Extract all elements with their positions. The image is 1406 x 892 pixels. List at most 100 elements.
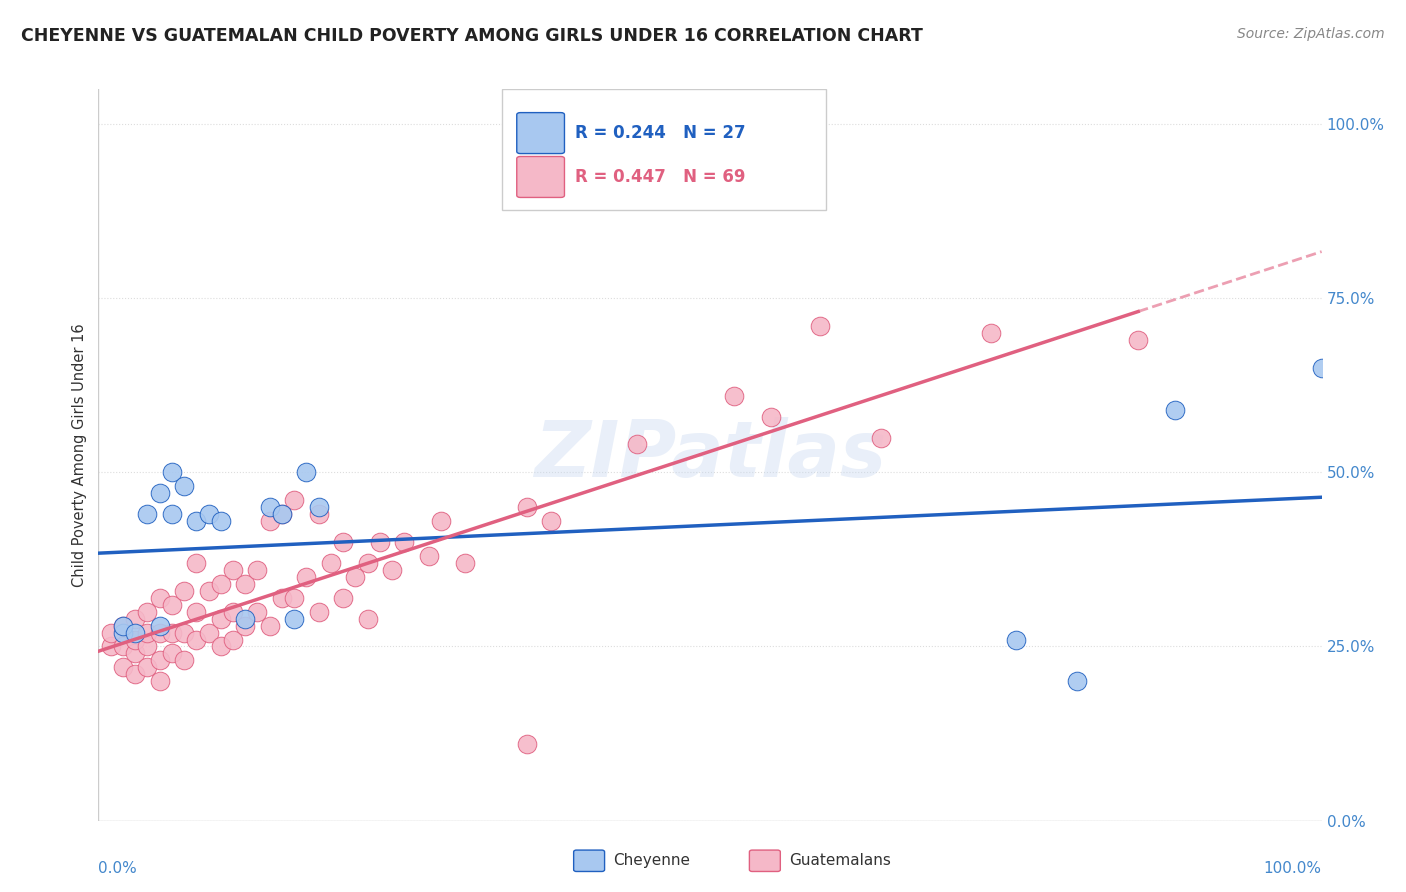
- Point: [308, 500, 330, 515]
- Point: [233, 576, 256, 591]
- Y-axis label: Child Poverty Among Girls Under 16: Child Poverty Among Girls Under 16: [72, 323, 87, 587]
- Point: [160, 466, 183, 480]
- Point: [160, 598, 183, 612]
- Point: [136, 605, 159, 619]
- FancyBboxPatch shape: [517, 156, 564, 197]
- Point: [332, 535, 354, 549]
- Text: R = 0.447   N = 69: R = 0.447 N = 69: [575, 168, 747, 186]
- Point: [197, 625, 219, 640]
- Point: [111, 640, 134, 654]
- Point: [368, 535, 391, 549]
- Point: [100, 640, 122, 654]
- Point: [283, 591, 305, 605]
- Point: [1164, 402, 1187, 417]
- Text: R = 0.244   N = 27: R = 0.244 N = 27: [575, 124, 747, 142]
- Point: [808, 319, 831, 334]
- Point: [136, 640, 159, 654]
- Point: [515, 500, 537, 515]
- Point: [160, 625, 183, 640]
- Point: [283, 612, 305, 626]
- Point: [136, 625, 159, 640]
- Point: [246, 563, 269, 577]
- Point: [111, 618, 134, 632]
- Point: [233, 612, 256, 626]
- Text: Guatemalans: Guatemalans: [789, 854, 890, 868]
- Point: [430, 514, 453, 528]
- Point: [186, 556, 208, 570]
- Point: [149, 625, 172, 640]
- Point: [1066, 674, 1088, 689]
- Point: [392, 535, 416, 549]
- Point: [381, 563, 404, 577]
- Point: [186, 632, 208, 647]
- Point: [160, 647, 183, 661]
- Point: [173, 653, 195, 667]
- Point: [111, 625, 134, 640]
- FancyBboxPatch shape: [502, 89, 827, 210]
- Point: [626, 437, 648, 451]
- Point: [209, 612, 232, 626]
- Text: CHEYENNE VS GUATEMALAN CHILD POVERTY AMONG GIRLS UNDER 16 CORRELATION CHART: CHEYENNE VS GUATEMALAN CHILD POVERTY AMO…: [21, 27, 922, 45]
- Point: [197, 507, 219, 521]
- Point: [1310, 360, 1333, 375]
- Point: [111, 660, 134, 674]
- Point: [222, 563, 245, 577]
- Point: [418, 549, 440, 563]
- Point: [1004, 632, 1026, 647]
- Point: [197, 583, 219, 598]
- Point: [149, 486, 172, 500]
- Point: [124, 632, 146, 647]
- Point: [332, 591, 354, 605]
- Point: [209, 640, 232, 654]
- Point: [222, 605, 245, 619]
- Point: [270, 507, 294, 521]
- Text: 0.0%: 0.0%: [98, 861, 138, 876]
- Point: [149, 674, 172, 689]
- Point: [259, 500, 281, 515]
- Point: [270, 591, 294, 605]
- Text: Cheyenne: Cheyenne: [613, 854, 690, 868]
- Point: [356, 556, 378, 570]
- Point: [295, 570, 318, 584]
- Point: [149, 591, 172, 605]
- Point: [259, 618, 281, 632]
- Point: [295, 466, 318, 480]
- Point: [283, 493, 305, 508]
- Point: [186, 605, 208, 619]
- Point: [136, 660, 159, 674]
- Text: 100.0%: 100.0%: [1264, 861, 1322, 876]
- Point: [454, 556, 477, 570]
- Point: [515, 737, 537, 751]
- Point: [308, 507, 330, 521]
- Point: [723, 389, 745, 403]
- Point: [1128, 333, 1150, 347]
- FancyBboxPatch shape: [517, 112, 564, 153]
- Text: Source: ZipAtlas.com: Source: ZipAtlas.com: [1237, 27, 1385, 41]
- Point: [222, 632, 245, 647]
- Point: [149, 653, 172, 667]
- Point: [124, 647, 146, 661]
- Point: [111, 618, 134, 632]
- Point: [356, 612, 378, 626]
- Point: [233, 618, 256, 632]
- Point: [149, 618, 172, 632]
- Point: [319, 556, 342, 570]
- Point: [761, 409, 783, 424]
- Point: [124, 667, 146, 681]
- Point: [136, 507, 159, 521]
- Point: [173, 583, 195, 598]
- Point: [173, 625, 195, 640]
- Point: [209, 514, 232, 528]
- Point: [124, 612, 146, 626]
- Point: [259, 514, 281, 528]
- Point: [186, 514, 208, 528]
- Point: [540, 514, 562, 528]
- Point: [308, 605, 330, 619]
- Point: [344, 570, 367, 584]
- Point: [980, 326, 1002, 340]
- Point: [209, 576, 232, 591]
- Point: [160, 507, 183, 521]
- Point: [124, 625, 146, 640]
- Point: [246, 605, 269, 619]
- Point: [100, 625, 122, 640]
